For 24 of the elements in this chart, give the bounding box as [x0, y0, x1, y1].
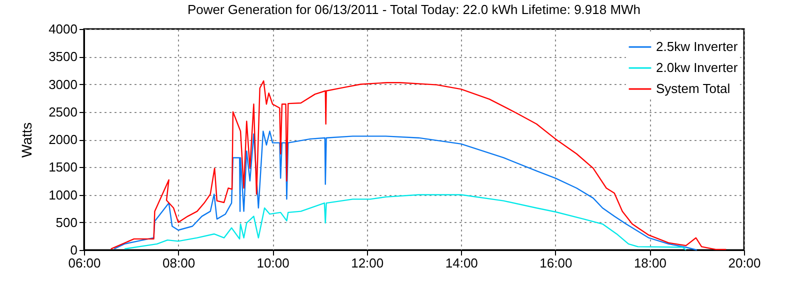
y-tick-label: 3500 [48, 49, 78, 64]
x-tick-label: 12:00 [351, 256, 384, 270]
y-tick-label: 1000 [48, 187, 78, 202]
y-tick-label: 1500 [48, 160, 78, 175]
y-tick-label: 0 [70, 242, 78, 258]
x-tick-label: 10:00 [256, 256, 290, 270]
legend-label: 2.5kw Inverter [656, 39, 738, 54]
legend-label: 2.0kw Inverter [656, 60, 738, 75]
chart-title: Power Generation for 06/13/2011 - Total Today: 22.0 kWh Lifetime: 9.918 MWh [187, 2, 641, 17]
y-tick-label: 3000 [48, 76, 78, 92]
line-series [124, 194, 687, 251]
x-tick-label: 06:00 [68, 256, 101, 270]
y-tick-label: 2000 [48, 132, 78, 147]
y-tick-label: 500 [56, 214, 78, 230]
x-tick-label: 18:00 [634, 256, 666, 270]
x-tick-label: 14:00 [445, 256, 478, 270]
x-tick-label: 16:00 [540, 256, 572, 270]
x-tick-label: 20:00 [728, 256, 761, 270]
legend-label: System Total [656, 81, 730, 96]
y-tick-label: 2500 [48, 104, 78, 120]
line-series [114, 130, 698, 251]
y-axis-title: Watts [18, 122, 35, 158]
y-tick-label: 4000 [48, 22, 78, 36]
x-tick-label: 08:00 [162, 256, 196, 270]
